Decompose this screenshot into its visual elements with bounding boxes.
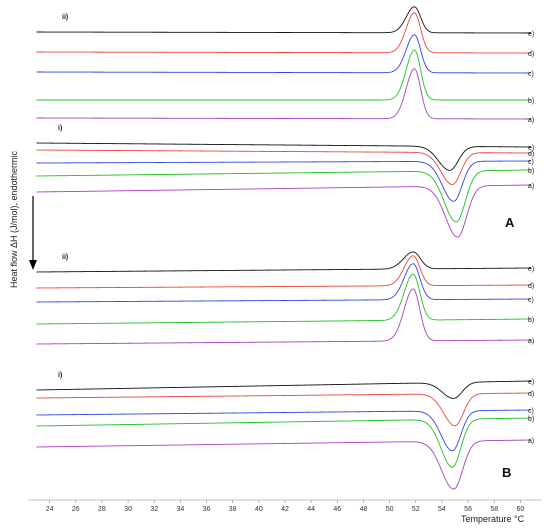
x-tick-label: 48 [360, 506, 368, 513]
series-label: b) [528, 168, 534, 175]
x-tick-label: 36 [203, 506, 211, 513]
x-tick-label: 56 [464, 506, 472, 513]
panel-label-b: B [502, 465, 511, 480]
series-label: c) [528, 71, 534, 78]
series-line-a-ii-e [36, 6, 531, 34]
series-label: e) [528, 379, 534, 386]
series-line-b-i-e [36, 380, 531, 399]
series-label: e) [528, 145, 534, 152]
series-line-a-i-b [36, 169, 531, 223]
series-label: e) [528, 266, 534, 273]
x-tick-label: 40 [255, 506, 263, 513]
group-label: ii) [62, 14, 68, 21]
series-line-a-i-c [36, 160, 531, 202]
series-label: a) [528, 338, 534, 345]
x-tick-label: 24 [46, 506, 54, 513]
x-tick-label: 60 [516, 506, 524, 513]
series-line-b-i-d [36, 392, 531, 427]
x-tick-label: 58 [490, 506, 498, 513]
series-label: b) [528, 98, 534, 105]
x-tick-label: 54 [438, 506, 446, 513]
series-line-b-ii-c [36, 263, 531, 303]
series-line-b-ii-e [36, 251, 531, 273]
x-tick-label: 52 [412, 506, 420, 513]
series-line-a-i-a [36, 184, 531, 238]
series-line-b-ii-d [36, 255, 531, 289]
series-line-b-ii-b [36, 273, 531, 325]
x-tick-label: 26 [72, 506, 80, 513]
group-label: ii) [62, 254, 68, 261]
series-line-a-i-d [36, 149, 531, 185]
x-tick-label: 32 [150, 506, 158, 513]
series-line-a-ii-c [36, 34, 531, 74]
series-label: b) [528, 416, 534, 423]
x-axis-label: Temperature °C [461, 514, 525, 524]
x-tick-label: 46 [333, 506, 341, 513]
panel-label-a: A [505, 215, 515, 230]
series-label: c) [528, 297, 534, 304]
series-label: a) [528, 438, 534, 445]
series-label: c) [528, 408, 534, 415]
series-label: a) [528, 183, 534, 190]
series-line-a-ii-d [36, 12, 531, 54]
series-label: c) [528, 159, 534, 166]
series-line-a-ii-b [36, 49, 531, 101]
series-label: d) [528, 51, 534, 58]
x-tick-label: 30 [124, 506, 132, 513]
x-tick-label: 44 [307, 506, 315, 513]
downward-arrow-icon [29, 196, 37, 270]
x-tick-label: 34 [176, 506, 184, 513]
series-line-a-i-e [36, 142, 531, 171]
series-line-b-i-c [36, 409, 531, 452]
series-label: d) [528, 391, 534, 398]
series-label: d) [528, 283, 534, 290]
x-tick-label: 28 [98, 506, 106, 513]
series-label: a) [528, 117, 534, 124]
group-label: i) [58, 125, 62, 132]
series-line-a-ii-a [36, 68, 531, 120]
series-line-b-i-b [36, 417, 531, 468]
x-tick-label: 50 [386, 506, 394, 513]
series-line-b-i-a [36, 439, 531, 490]
series-line-b-ii-a [36, 288, 531, 345]
x-tick-label: 42 [281, 506, 289, 513]
curves-layer [36, 6, 531, 490]
series-label: e) [528, 31, 534, 38]
series-label: b) [528, 317, 534, 324]
group-label: i) [58, 372, 62, 379]
series-label: d) [528, 151, 534, 158]
labels-layer: e)d)c)b)a)ii)e)d)c)b)a)i)e)d)c)b)a)ii)e)… [58, 14, 534, 445]
y-axis-label: Heat flow ΔH (J/mol), endothermic [9, 150, 19, 288]
x-tick-label: 38 [229, 506, 237, 513]
x-axis-ticks: 24 26 28 30 32 34 36 38 40 42 44 46 48 50 52 54 56 58 60 [46, 500, 524, 513]
